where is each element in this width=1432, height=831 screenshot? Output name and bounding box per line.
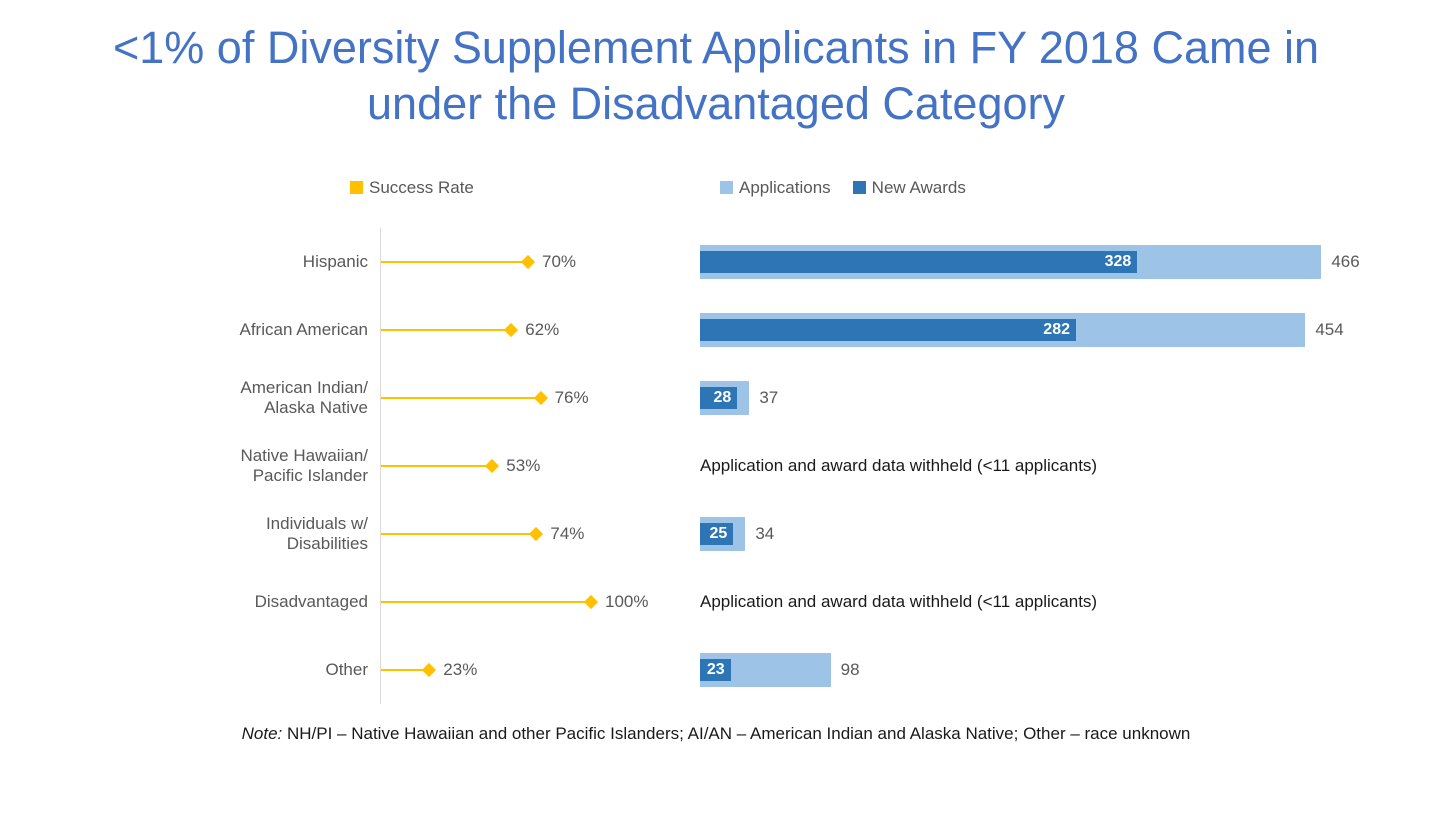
chart-row: Other 23% 23 98 — [220, 636, 1332, 704]
new-awards-value: 28 — [714, 389, 732, 407]
lollipop-dot-icon — [422, 662, 436, 676]
success-rate-lollipop: 62% — [380, 296, 660, 364]
legend-row: Success Rate Applications New Awards — [220, 173, 1332, 203]
new-awards-bar: 25 — [700, 523, 733, 545]
new-awards-bar: 328 — [700, 251, 1137, 273]
success-rate-value: 100% — [605, 592, 648, 612]
success-rate-lollipop: 76% — [380, 364, 660, 432]
bars-cell: Application and award data withheld (<11… — [700, 568, 1332, 636]
applications-value: 37 — [759, 388, 778, 408]
chart-row: Disadvantaged 100% Application and award d… — [220, 568, 1332, 636]
lollipop-dot-icon — [584, 594, 598, 608]
success-rate-lollipop: 100% — [380, 568, 660, 636]
row-category-label: Native Hawaiian/Pacific Islander — [220, 446, 380, 485]
withheld-message: Application and award data withheld (<11… — [700, 592, 1097, 612]
legend-swatch-success — [350, 181, 363, 194]
withheld-message: Application and award data withheld (<11… — [700, 456, 1097, 476]
bars-cell: 25 34 — [700, 500, 1332, 568]
row-category-label: Hispanic — [220, 252, 380, 272]
bars-cell: 282454 — [700, 296, 1332, 364]
row-category-label: Disadvantaged — [220, 592, 380, 612]
lollipop-stick — [381, 397, 541, 399]
success-rate-value: 62% — [525, 320, 559, 340]
lollipop-stick — [381, 533, 536, 535]
chart-title: <1% of Diversity Supplement Applicants i… — [40, 20, 1392, 133]
chart-row: African American 62% 282454 — [220, 296, 1332, 364]
bars-cell: 328466 — [700, 228, 1332, 296]
lollipop-dot-icon — [504, 322, 518, 336]
success-rate-lollipop: 70% — [380, 228, 660, 296]
applications-value: 98 — [841, 660, 860, 680]
legend-new-awards: New Awards — [853, 178, 966, 198]
success-rate-lollipop: 23% — [380, 636, 660, 704]
lollipop-stick — [381, 601, 591, 603]
chart-row: Native Hawaiian/Pacific Islander 53% Appli… — [220, 432, 1332, 500]
legend-swatch-applications — [720, 181, 733, 194]
new-awards-bar: 28 — [700, 387, 737, 409]
applications-value: 454 — [1315, 320, 1343, 340]
chart-row: Hispanic 70% 328466 — [220, 228, 1332, 296]
legend-applications: Applications — [720, 178, 831, 198]
success-rate-value: 76% — [555, 388, 589, 408]
lollipop-dot-icon — [534, 390, 548, 404]
legend-success-rate: Success Rate — [220, 178, 500, 198]
footnote: Note: NH/PI – Native Hawaiian and other … — [40, 724, 1392, 744]
lollipop-dot-icon — [521, 254, 535, 268]
chart-row: Individuals w/Disabilities 74% 25 34 — [220, 500, 1332, 568]
row-category-label: African American — [220, 320, 380, 340]
bars-cell: 23 98 — [700, 636, 1332, 704]
success-rate-value: 23% — [443, 660, 477, 680]
bars-cell: 28 37 — [700, 364, 1332, 432]
bars-cell: Application and award data withheld (<11… — [700, 432, 1332, 500]
success-rate-value: 70% — [542, 252, 576, 272]
success-rate-lollipop: 74% — [380, 500, 660, 568]
legend-swatch-awards — [853, 181, 866, 194]
new-awards-value: 328 — [1105, 253, 1132, 271]
new-awards-bar: 23 — [700, 659, 731, 681]
new-awards-value: 25 — [710, 525, 728, 543]
footnote-label: Note: — [242, 724, 283, 743]
applications-value: 34 — [755, 524, 774, 544]
new-awards-value: 282 — [1043, 321, 1070, 339]
lollipop-stick — [381, 329, 511, 331]
legend-label-awards: New Awards — [872, 178, 966, 198]
lollipop-stick — [381, 261, 528, 263]
chart-row: American Indian/Alaska Native 76% 28 37 — [220, 364, 1332, 432]
footnote-text: NH/PI – Native Hawaiian and other Pacifi… — [282, 724, 1190, 743]
legend-label-applications: Applications — [739, 178, 831, 198]
row-category-label: Other — [220, 660, 380, 680]
success-rate-value: 53% — [506, 456, 540, 476]
new-awards-bar: 282 — [700, 319, 1076, 341]
legend-label-success: Success Rate — [369, 178, 474, 198]
success-rate-value: 74% — [550, 524, 584, 544]
success-rate-lollipop: 53% — [380, 432, 660, 500]
applications-value: 466 — [1331, 252, 1359, 272]
row-category-label: Individuals w/Disabilities — [220, 514, 380, 553]
new-awards-value: 23 — [707, 661, 725, 679]
lollipop-dot-icon — [485, 458, 499, 472]
chart-rows: Hispanic 70% 328466 African American 62% 2824… — [220, 228, 1332, 704]
lollipop-dot-icon — [529, 526, 543, 540]
chart-area: Success Rate Applications New Awards His… — [220, 173, 1332, 704]
row-category-label: American Indian/Alaska Native — [220, 378, 380, 417]
lollipop-stick — [381, 465, 492, 467]
